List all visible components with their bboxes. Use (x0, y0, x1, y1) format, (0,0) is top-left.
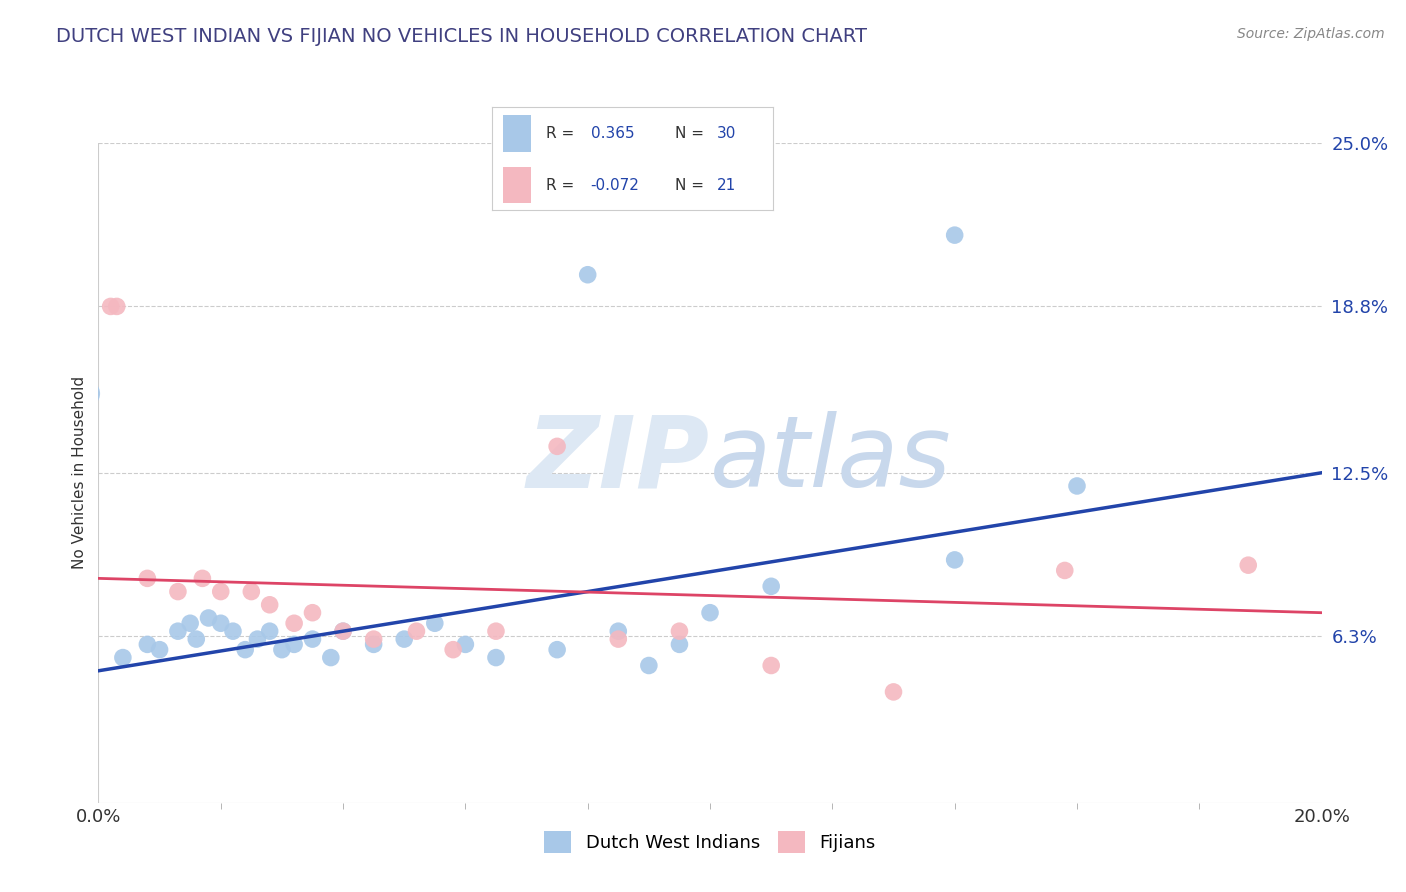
Point (240, 584, 263, 599)
Point (209, 584, 232, 599)
Point (167, 584, 190, 599)
Point (1237, 558, 1260, 573)
Point (270, 642, 292, 657)
Text: Source: ZipAtlas.com: Source: ZipAtlas.com (1237, 27, 1385, 41)
Point (668, 637, 690, 651)
Point (759, 579, 782, 593)
Text: 0.365: 0.365 (591, 126, 634, 141)
Text: 21: 21 (717, 178, 737, 193)
Bar (503, 167, 531, 203)
Point (186, 632, 208, 646)
Point (1053, 564, 1076, 578)
Point (167, 624, 190, 639)
Text: N =: N = (675, 126, 704, 141)
Point (454, 637, 477, 651)
Point (259, 624, 281, 639)
Point (75, 386, 97, 401)
Text: DUTCH WEST INDIAN VS FIJIAN NO VEHICLES IN HOUSEHOLD CORRELATION CHART: DUTCH WEST INDIAN VS FIJIAN NO VEHICLES … (56, 27, 868, 45)
Point (246, 632, 269, 646)
Legend: Dutch West Indians, Fijians: Dutch West Indians, Fijians (537, 823, 883, 860)
Text: R =: R = (546, 178, 574, 193)
Bar (503, 115, 531, 153)
Point (283, 616, 305, 631)
Point (943, 228, 966, 243)
Point (759, 658, 782, 673)
Point (222, 624, 245, 639)
Point (392, 632, 416, 646)
Point (283, 637, 305, 651)
Y-axis label: No Vehicles in Household: No Vehicles in Household (72, 376, 87, 569)
Point (607, 624, 630, 639)
Text: N =: N = (675, 178, 704, 193)
Point (943, 553, 966, 567)
Point (423, 616, 446, 631)
Point (319, 650, 342, 665)
Point (699, 606, 721, 620)
Point (405, 624, 427, 639)
Point (136, 637, 159, 651)
Point (136, 571, 159, 585)
Point (332, 624, 354, 639)
Point (149, 642, 172, 657)
Point (883, 685, 905, 699)
Point (546, 642, 568, 657)
Point (301, 632, 323, 646)
Text: -0.072: -0.072 (591, 178, 640, 193)
Point (105, 300, 128, 314)
Point (332, 624, 354, 639)
Point (100, 300, 122, 314)
Point (1066, 479, 1088, 493)
Text: 30: 30 (717, 126, 737, 141)
Point (546, 439, 568, 453)
Text: ZIP: ZIP (527, 411, 710, 508)
Point (233, 642, 256, 657)
Point (668, 624, 690, 639)
Point (441, 642, 464, 657)
Point (191, 571, 214, 585)
Point (485, 650, 508, 665)
Point (637, 658, 661, 673)
Point (576, 268, 599, 282)
Point (301, 606, 323, 620)
Point (111, 650, 134, 665)
Point (485, 624, 508, 639)
Point (607, 632, 630, 646)
Text: atlas: atlas (710, 411, 952, 508)
Point (209, 616, 232, 631)
Point (197, 611, 219, 625)
Point (363, 632, 385, 646)
Point (179, 616, 201, 631)
Text: R =: R = (546, 126, 574, 141)
Point (259, 598, 281, 612)
Point (363, 637, 385, 651)
